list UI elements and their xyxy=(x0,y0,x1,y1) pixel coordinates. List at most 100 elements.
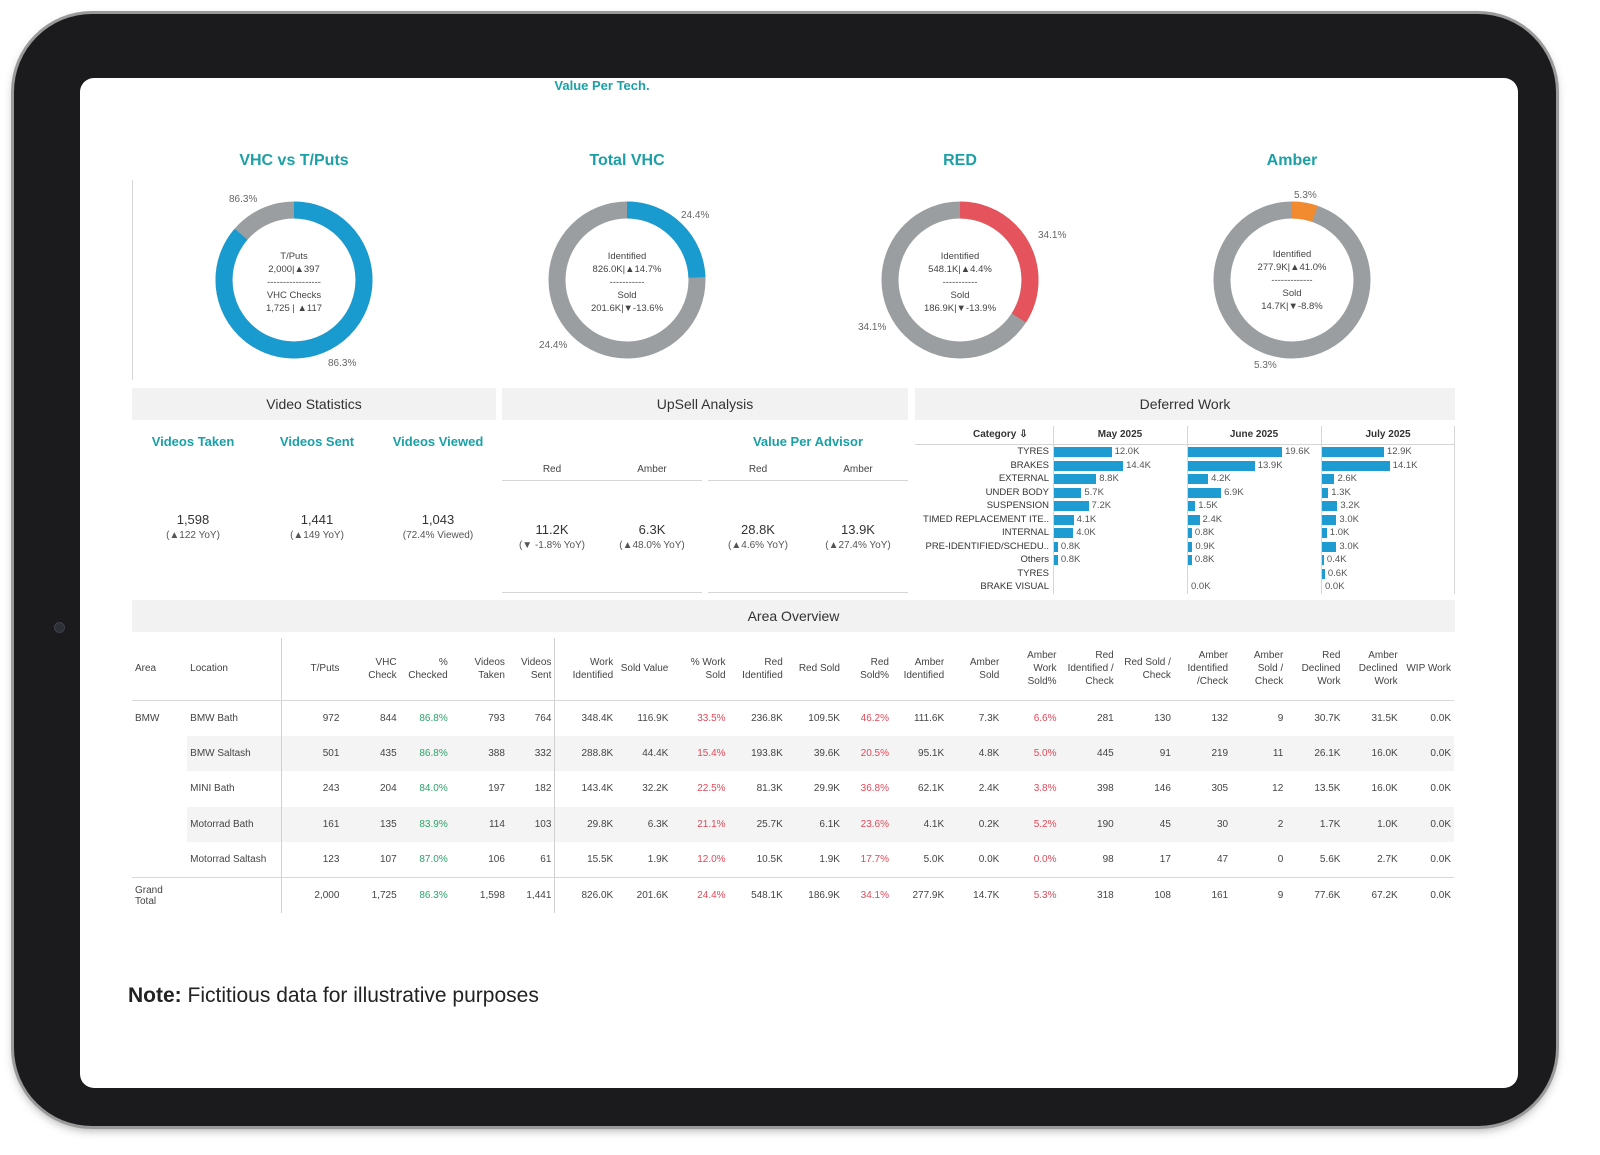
deferred-bar[interactable] xyxy=(1054,528,1074,538)
red-label: Red xyxy=(542,464,562,475)
column-header[interactable]: Amber Sold xyxy=(947,638,1003,701)
donut-center-text: T/Puts 2,000|▲397 ----------------- VHC … xyxy=(234,250,354,315)
column-header[interactable]: Videos Sent xyxy=(507,638,555,701)
deferred-bar[interactable] xyxy=(1322,460,1390,471)
deferred-work-chart[interactable]: Category ⇩ TYRES BRAKES EXTERNAL UNDER BODY S… xyxy=(915,426,1455,594)
column-header[interactable]: Red Sold / Check xyxy=(1116,638,1174,701)
deferred-bar[interactable] xyxy=(1322,487,1329,498)
donut-value-arc[interactable] xyxy=(881,201,1039,359)
table-cell: 13.5K xyxy=(1314,783,1341,795)
deferred-bar[interactable] xyxy=(1054,474,1097,484)
table-cell: 826.0K xyxy=(554,877,617,913)
column-header[interactable]: Red Sold xyxy=(785,638,843,701)
deferred-bar[interactable] xyxy=(1188,460,1255,471)
category-column: Category ⇩ TYRES BRAKES EXTERNAL UNDER BODY S… xyxy=(915,426,1053,594)
table-row[interactable]: MINI Bath 243 204 84.0% 197 182 143.4K 32.2K 22.… xyxy=(132,771,1454,807)
deferred-bar[interactable] xyxy=(1322,447,1384,457)
table-header-row: Area Location T/Puts VHC Check% Checked Vide… xyxy=(132,638,1454,701)
deferred-bar[interactable] xyxy=(1322,474,1335,484)
column-header[interactable]: Work Identified xyxy=(554,638,617,701)
table-cell: 204 xyxy=(379,783,397,795)
table-row[interactable]: BMW BMW Bath 972 844 86.8% 793 764 348.4K 116.9K… xyxy=(132,700,1454,736)
column-header[interactable]: Amber Declined Work xyxy=(1343,638,1401,701)
table-cell: 435 xyxy=(342,735,400,771)
column-header[interactable]: Videos Taken xyxy=(450,638,508,701)
deferred-category: PRE-IDENTIFIED/SCHEDU.. xyxy=(925,540,1049,552)
table-cell: 30 xyxy=(1173,806,1232,842)
deferred-bar[interactable] xyxy=(1322,568,1325,579)
table-cell: 9 xyxy=(1277,712,1284,724)
donut-vhc-vs-tputs[interactable]: 86.3% 86.3% T/Puts 2,000|▲397 ----------… xyxy=(134,184,454,384)
sort-icon[interactable]: ⇩ xyxy=(1019,429,1028,440)
column-header[interactable]: Location xyxy=(187,638,282,701)
column-header[interactable]: % Work Sold xyxy=(671,638,729,701)
column-header[interactable]: WIP Work xyxy=(1400,638,1454,701)
deferred-bar[interactable] xyxy=(1054,460,1124,471)
column-header[interactable]: Amber Identified xyxy=(892,638,948,701)
deferred-bar-label: 6.9K xyxy=(1224,486,1244,498)
table-cell: 2,000 xyxy=(280,877,343,913)
table-cell: 0 xyxy=(1277,854,1284,865)
deferred-bar-label: 3.0K xyxy=(1339,513,1359,525)
deferred-bar[interactable] xyxy=(1054,501,1089,511)
table-row[interactable]: BMW Saltash 501 435 86.8% 388 332 288.8K 44.4K 1… xyxy=(132,735,1454,771)
column-header[interactable]: VHC Check xyxy=(342,638,400,701)
column-header[interactable]: Red Identified / Check xyxy=(1059,638,1117,701)
column-header[interactable]: Amber Sold / Check xyxy=(1231,638,1287,701)
deferred-bar[interactable] xyxy=(1188,487,1222,498)
table-cell: 445 xyxy=(1059,735,1117,771)
deferred-bar[interactable] xyxy=(1054,541,1058,552)
column-header[interactable]: % Checked xyxy=(399,638,451,701)
category-header[interactable]: Category ⇩ xyxy=(973,429,1028,440)
table-cell: 39.6K xyxy=(785,735,843,771)
deferred-bar-label: 3.0K xyxy=(1339,540,1359,552)
deferred-bar[interactable] xyxy=(1322,555,1324,565)
donut-amber[interactable]: 5.3% 5.3% Identified 277.9K|▲41.0% -----… xyxy=(1132,184,1452,384)
deferred-bar[interactable] xyxy=(1188,447,1283,457)
deferred-bar[interactable] xyxy=(1188,474,1209,484)
column-header[interactable]: Red Declined Work xyxy=(1286,638,1344,701)
table-cell: 109.5K xyxy=(808,712,840,724)
table-cell: 15.5K xyxy=(554,842,617,878)
deferred-bar[interactable] xyxy=(1322,541,1337,552)
deferred-bar[interactable] xyxy=(1054,514,1074,525)
deferred-bar[interactable] xyxy=(1322,501,1338,511)
deferred-bar[interactable] xyxy=(1054,555,1058,565)
column-header[interactable]: Amber Work Sold% xyxy=(1002,638,1060,701)
column-header[interactable]: Red Identified xyxy=(728,638,786,701)
column-header[interactable]: Amber Identified /Check xyxy=(1173,638,1232,701)
deferred-bar[interactable] xyxy=(1188,514,1200,525)
donut-ring xyxy=(548,201,706,359)
deferred-bar-label: 0.4K xyxy=(1326,554,1347,565)
table-cell: 197 xyxy=(488,783,505,795)
deferred-bar[interactable] xyxy=(1188,541,1193,552)
table-row[interactable]: Motorrad Bath 161 135 83.9% 114 103 29.8K 6.3K 2… xyxy=(132,806,1454,842)
deferred-bar[interactable] xyxy=(1322,528,1327,538)
deferred-bar[interactable] xyxy=(1054,447,1112,457)
donut-ring xyxy=(1213,201,1371,359)
table-body: BMW BMW Bath 972 844 86.8% 793 764 348.4K 116.9K… xyxy=(132,700,1454,913)
deferred-bar[interactable] xyxy=(1322,514,1337,525)
table-cell: 84.0% xyxy=(419,783,448,795)
deferred-bar[interactable] xyxy=(1188,528,1192,538)
table-row[interactable]: Motorrad Saltash 123 107 87.0% 106 61 15.5K 1.9… xyxy=(132,842,1454,878)
table-cell: 190 xyxy=(1059,806,1117,842)
table-cell: 388 xyxy=(450,735,508,771)
column-header[interactable]: Sold Value xyxy=(616,638,672,701)
column-header[interactable]: Red Sold% xyxy=(842,638,892,701)
donut-red[interactable]: 34.1% 34.1% Identified 548.1K|▲4.4% ----… xyxy=(800,184,1120,384)
donut-total-vhc[interactable]: 24.4% 24.4% Identified 826.0K|▲14.7% ---… xyxy=(467,184,787,384)
deferred-bar-label: 19.6K xyxy=(1285,446,1310,457)
deferred-bar[interactable] xyxy=(1188,501,1196,511)
column-header[interactable]: T/Puts xyxy=(280,638,343,701)
deferred-bar[interactable] xyxy=(1054,487,1082,498)
grand-total-row[interactable]: Grand Total 2,000 1,725 86.3% 1,598 1,441 826.… xyxy=(132,877,1454,913)
donut-value-arc[interactable] xyxy=(215,201,373,359)
deferred-bar-label: 0.9K xyxy=(1195,540,1215,552)
deferred-bar[interactable] xyxy=(1188,555,1192,565)
table-cell: 5.0K xyxy=(923,854,945,865)
donut-value-arc[interactable] xyxy=(1213,201,1371,359)
table-cell: 5.6K xyxy=(1319,854,1341,865)
column-header[interactable]: Area xyxy=(132,638,188,701)
donut-value-arc[interactable] xyxy=(548,201,706,359)
